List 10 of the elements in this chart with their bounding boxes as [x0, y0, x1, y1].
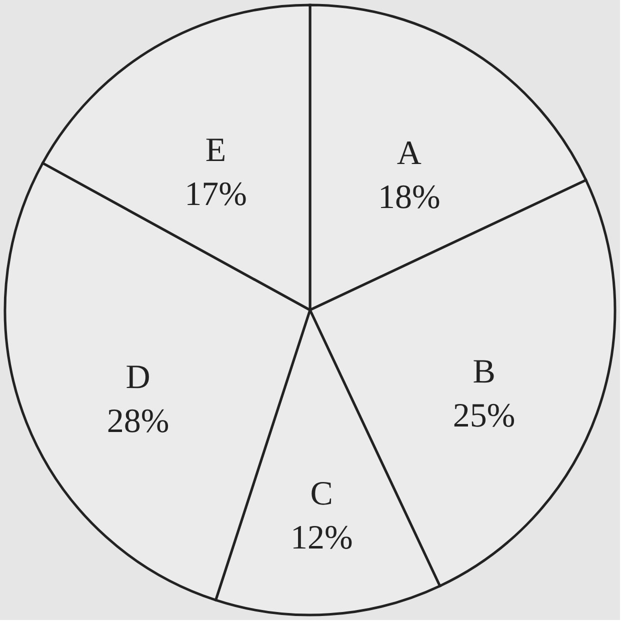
- data-label: 18%: [378, 178, 440, 216]
- slice-label: B: [472, 354, 496, 391]
- slice-label: D: [126, 359, 150, 396]
- data-label: 28%: [106, 403, 170, 440]
- data-label: 12%: [290, 520, 353, 557]
- slice-label: C: [310, 476, 333, 513]
- slice-label: A: [396, 134, 422, 172]
- data-label: 25%: [452, 398, 516, 435]
- data-label: 17%: [184, 176, 247, 213]
- slice-label: E: [205, 132, 226, 169]
